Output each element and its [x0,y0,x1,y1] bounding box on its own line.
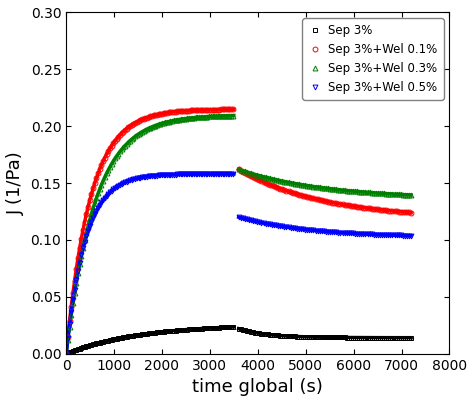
Sep 3% [64,351,69,356]
Line: Sep 3%+Wel 0.5%: Sep 3%+Wel 0.5% [64,172,235,355]
Sep 3%+Wel 0.3% [102,174,108,179]
Sep 3%+Wel 0.1% [163,110,168,115]
Sep 3%+Wel 0.3% [149,125,155,129]
Sep 3% [230,324,236,329]
Sep 3%+Wel 0.3% [95,191,101,196]
Sep 3%+Wel 0.1% [149,114,155,118]
Sep 3%+Wel 0.5% [149,174,155,179]
Sep 3%+Wel 0.5% [64,351,69,355]
Sep 3%+Wel 0.1% [64,351,69,355]
Y-axis label: J (1/Pa): J (1/Pa) [7,151,25,215]
Sep 3%+Wel 0.1% [102,155,108,160]
Sep 3%+Wel 0.3% [163,120,168,125]
Sep 3%+Wel 0.3% [221,113,227,118]
X-axis label: time global (s): time global (s) [192,378,323,396]
Sep 3% [221,325,227,330]
Sep 3%+Wel 0.3% [230,113,236,118]
Sep 3% [95,341,101,345]
Sep 3%+Wel 0.5% [102,195,108,200]
Sep 3%+Wel 0.1% [217,107,222,112]
Sep 3% [149,330,155,335]
Sep 3%+Wel 0.5% [221,172,227,177]
Sep 3% [163,329,168,334]
Line: Sep 3%+Wel 0.1%: Sep 3%+Wel 0.1% [64,107,235,355]
Sep 3%+Wel 0.3% [217,114,222,118]
Sep 3%+Wel 0.1% [95,171,101,176]
Sep 3%+Wel 0.1% [221,107,227,112]
Sep 3%+Wel 0.3% [64,351,69,356]
Line: Sep 3%: Sep 3% [64,324,235,356]
Line: Sep 3%+Wel 0.3%: Sep 3%+Wel 0.3% [64,113,235,356]
Sep 3%+Wel 0.1% [230,107,236,112]
Sep 3% [102,339,108,344]
Legend: Sep 3%, Sep 3%+Wel 0.1%, Sep 3%+Wel 0.3%, Sep 3%+Wel 0.5%: Sep 3%, Sep 3%+Wel 0.1%, Sep 3%+Wel 0.3%… [302,19,444,100]
Sep 3%+Wel 0.5% [163,172,168,177]
Sep 3%+Wel 0.5% [217,172,222,177]
Sep 3% [217,325,222,330]
Sep 3%+Wel 0.5% [230,172,236,177]
Sep 3%+Wel 0.5% [95,206,101,210]
